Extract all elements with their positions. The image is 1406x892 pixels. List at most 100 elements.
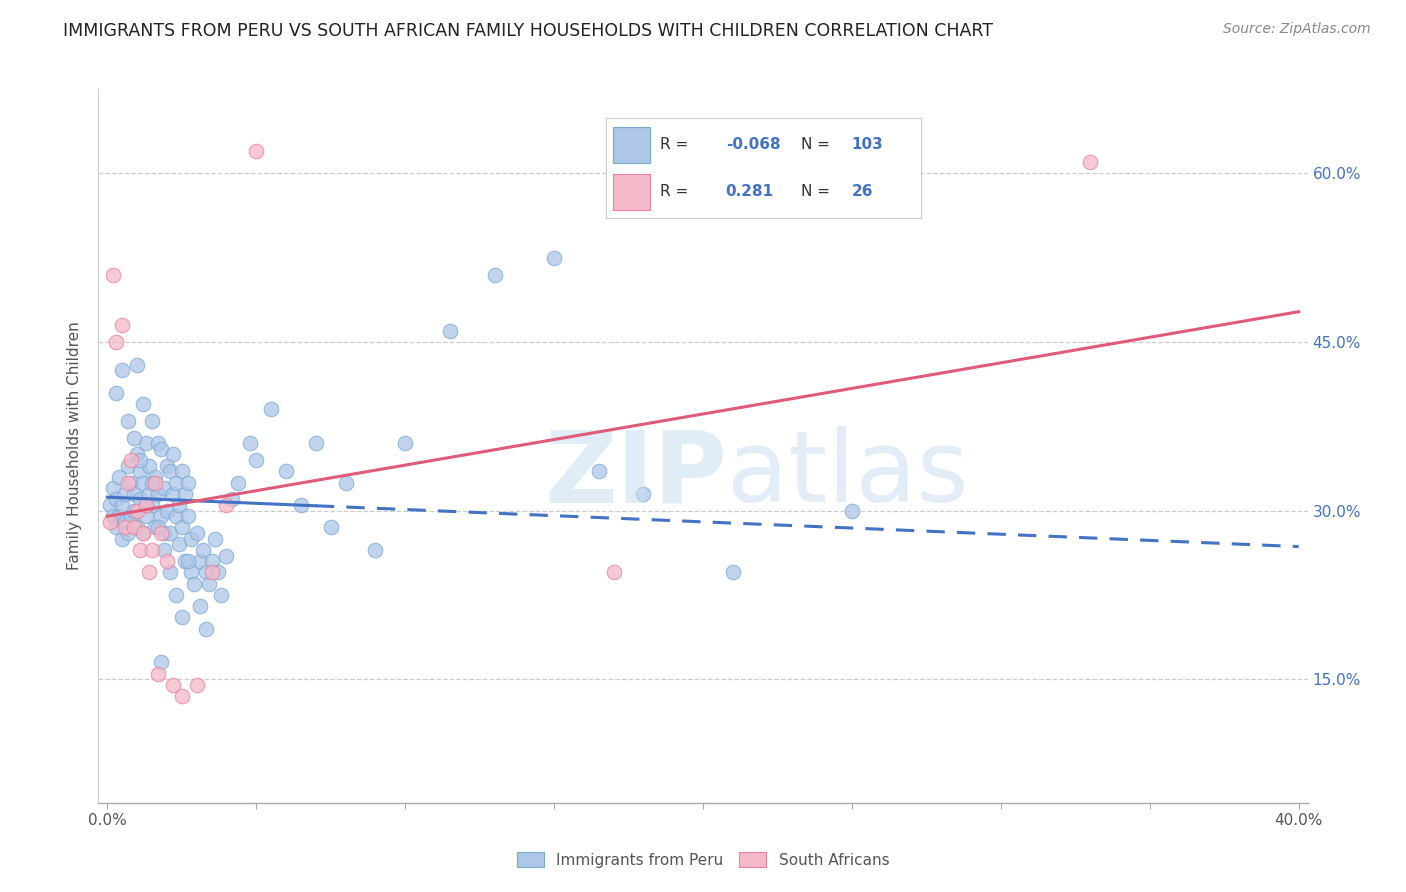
Point [165, 588, 187, 602]
Point [114, 520, 136, 534]
Point [153, 543, 176, 558]
Point [143, 470, 166, 484]
Point [186, 526, 208, 541]
Point [117, 526, 139, 541]
Point [127, 358, 149, 372]
Point [156, 503, 179, 517]
Point [170, 520, 193, 534]
Point [108, 470, 131, 484]
Point [117, 475, 139, 490]
Point [215, 498, 238, 512]
Point [141, 543, 163, 558]
Point [108, 509, 131, 524]
Point [177, 509, 200, 524]
Point [122, 431, 145, 445]
Point [721, 566, 744, 580]
Point [127, 447, 149, 461]
Point [114, 515, 136, 529]
Text: IMMIGRANTS FROM PERU VS SOUTH AFRICAN FAMILY HOUSEHOLDS WITH CHILDREN CORRELATIO: IMMIGRANTS FROM PERU VS SOUTH AFRICAN FA… [63, 22, 993, 40]
Point [138, 566, 160, 580]
Point [167, 537, 190, 551]
Point [98, 515, 121, 529]
Point [170, 464, 193, 478]
Point [204, 532, 226, 546]
Y-axis label: Family Households with Children: Family Households with Children [67, 322, 83, 570]
Point [105, 492, 128, 507]
Point [146, 436, 169, 450]
Point [180, 566, 202, 580]
Point [159, 526, 181, 541]
Point [188, 554, 211, 568]
Point [209, 588, 232, 602]
Point [143, 520, 166, 534]
Point [228, 475, 250, 490]
Point [103, 509, 125, 524]
Point [111, 532, 134, 546]
Point [194, 566, 217, 580]
Point [177, 475, 200, 490]
Point [127, 503, 149, 517]
Text: ZIP: ZIP [544, 426, 727, 523]
Point [165, 475, 187, 490]
Point [120, 453, 142, 467]
Point [149, 509, 172, 524]
Point [117, 458, 139, 473]
Point [103, 481, 125, 495]
Point [135, 436, 157, 450]
Point [183, 576, 205, 591]
Point [111, 363, 134, 377]
Point [200, 566, 222, 580]
Point [543, 251, 565, 265]
Point [138, 487, 160, 501]
Point [141, 475, 163, 490]
Point [135, 509, 157, 524]
Point [484, 268, 506, 282]
Point [132, 526, 155, 541]
Point [602, 566, 624, 580]
Point [135, 498, 157, 512]
Point [153, 481, 176, 495]
Point [156, 458, 179, 473]
Point [132, 475, 155, 490]
Point [149, 656, 172, 670]
Point [588, 464, 610, 478]
Point [143, 475, 166, 490]
Point [159, 464, 181, 478]
Text: Source: ZipAtlas.com: Source: ZipAtlas.com [1223, 22, 1371, 37]
Point [114, 487, 136, 501]
Point [170, 610, 193, 624]
Point [159, 566, 181, 580]
Point [274, 464, 297, 478]
Point [98, 498, 121, 512]
Point [260, 402, 283, 417]
Point [135, 498, 157, 512]
Point [149, 526, 172, 541]
Point [146, 487, 169, 501]
Point [335, 475, 357, 490]
Point [173, 554, 195, 568]
Point [633, 487, 655, 501]
Point [129, 492, 152, 507]
Point [122, 520, 145, 534]
Point [127, 520, 149, 534]
Point [122, 487, 145, 501]
Point [245, 144, 267, 158]
Point [138, 458, 160, 473]
Point [153, 526, 176, 541]
Point [188, 599, 211, 614]
Point [170, 689, 193, 703]
Point [141, 498, 163, 512]
Point [156, 554, 179, 568]
Point [146, 666, 169, 681]
Point [103, 268, 125, 282]
Point [162, 447, 184, 461]
Point [167, 498, 190, 512]
Point [117, 414, 139, 428]
Point [364, 543, 387, 558]
Point [177, 554, 200, 568]
Point [129, 453, 152, 467]
Point [200, 554, 222, 568]
Point [129, 464, 152, 478]
Point [122, 503, 145, 517]
Point [194, 622, 217, 636]
